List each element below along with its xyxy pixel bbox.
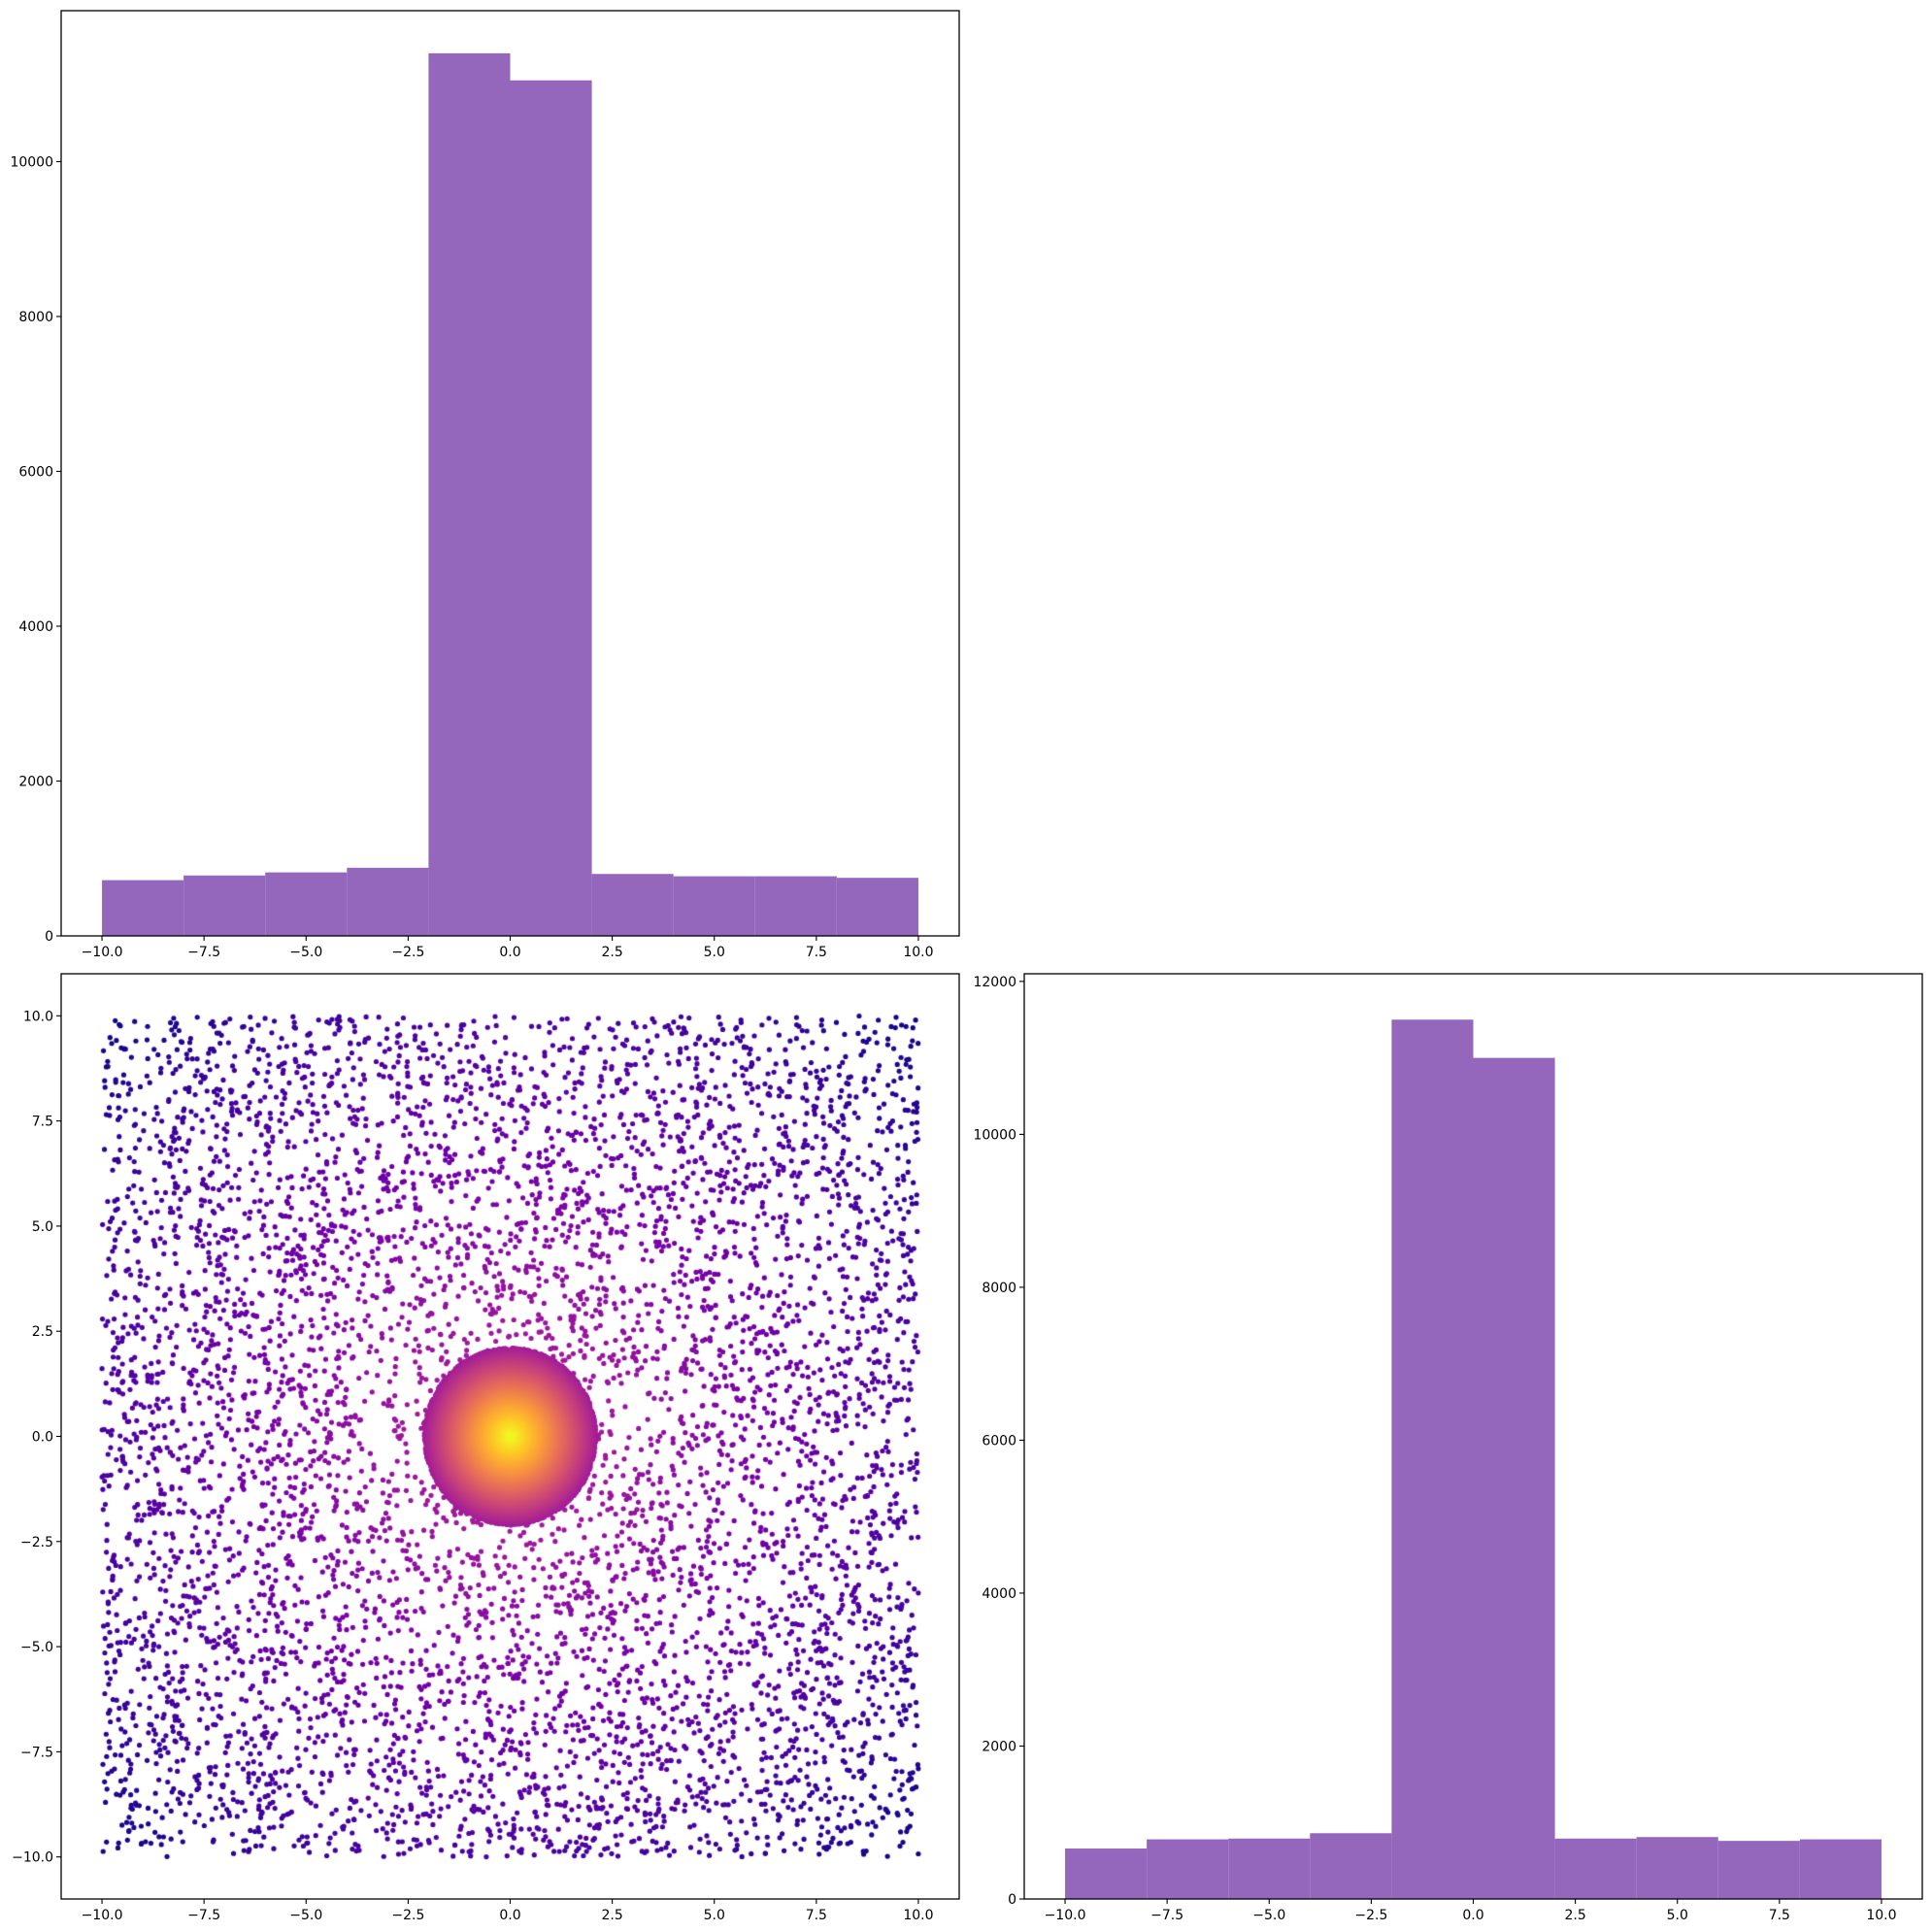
- scatter-frame: [60, 973, 960, 1900]
- x-tick-label: −5.0: [289, 1908, 322, 1923]
- histogram-bar: [102, 880, 184, 936]
- y-tick-label: −2.5: [20, 1535, 53, 1550]
- histogram-bar: [1473, 1057, 1555, 1899]
- histogram-bar: [1391, 1019, 1474, 1899]
- histogram-bar: [1799, 1839, 1882, 1899]
- histogram-right-frame: [1023, 973, 1923, 1900]
- scatter-points-image: [61, 974, 959, 1899]
- histogram-bar: [1147, 1839, 1229, 1899]
- y-tick-label: 7.5: [32, 1115, 53, 1130]
- x-tick-label: 5.0: [704, 1908, 725, 1923]
- y-tick-label: −10.0: [12, 1850, 53, 1866]
- x-tick-label: 7.5: [806, 945, 827, 960]
- histogram-bar: [183, 875, 266, 936]
- y-tick-label: 0: [1008, 1892, 1016, 1908]
- y-tick-label: 2000: [18, 775, 53, 790]
- y-tick-label: 0: [45, 929, 53, 945]
- histogram-bar: [1717, 1841, 1800, 1899]
- histogram-bar: [510, 80, 592, 937]
- histogram-top-y-axis: 0 2000 4000 6000 8000 10000: [10, 155, 61, 945]
- x-tick-label: 10.0: [903, 1908, 933, 1923]
- x-tick-label: −2.5: [1354, 1908, 1387, 1923]
- histogram-bar: [347, 867, 429, 936]
- histogram-bar: [591, 874, 674, 936]
- x-tick-label: 2.5: [601, 1908, 622, 1923]
- histogram-bar: [836, 878, 918, 936]
- histogram-top-frame: [60, 10, 960, 937]
- y-tick-label: −7.5: [20, 1745, 53, 1760]
- y-tick-label: 10000: [10, 155, 53, 171]
- y-tick-label: 10000: [973, 1127, 1016, 1143]
- x-tick-label: −7.5: [1150, 1908, 1183, 1923]
- x-tick-label: 0.0: [499, 1908, 520, 1923]
- y-tick-label: −5.0: [20, 1640, 53, 1655]
- y-tick-label: 8000: [982, 1281, 1016, 1296]
- x-tick-label: −2.5: [391, 1908, 424, 1923]
- y-tick-label: 8000: [18, 310, 53, 325]
- histogram-right-panel: −10.0 −7.5 −5.0 −2.5 0.0 2.5 5.0 7.5 10.0 0 2000 4…: [973, 973, 1923, 1923]
- histogram-top-x-axis: −10.0 −7.5 −5.0 −2.5 0.0 2.5 5.0 7.5 10.0: [82, 936, 934, 960]
- x-tick-label: −10.0: [82, 1908, 123, 1923]
- y-tick-label: 2000: [982, 1739, 1016, 1754]
- y-tick-label: 4000: [982, 1586, 1016, 1602]
- x-tick-label: 5.0: [1667, 1908, 1688, 1923]
- x-tick-label: 2.5: [1564, 1908, 1585, 1923]
- scatter-panel: −10.0 −7.5 −5.0 −2.5 0.0 2.5 5.0 7.5 10.0 10.0 7.…: [12, 973, 960, 1923]
- histogram-bar: [265, 872, 348, 936]
- histogram-right-x-axis: −10.0 −7.5 −5.0 −2.5 0.0 2.5 5.0 7.5 10.0: [1045, 1899, 1897, 1923]
- x-tick-label: −5.0: [289, 945, 322, 960]
- histogram-bar: [1554, 1838, 1637, 1899]
- histogram-bar: [428, 52, 511, 936]
- x-tick-label: 0.0: [1462, 1908, 1483, 1923]
- histogram-bar: [1636, 1837, 1718, 1899]
- x-tick-label: 7.5: [1769, 1908, 1790, 1923]
- y-tick-label: 2.5: [32, 1324, 53, 1340]
- histogram-bar: [1065, 1849, 1148, 1899]
- x-tick-label: −7.5: [187, 945, 220, 960]
- x-tick-label: 10.0: [1866, 1908, 1896, 1923]
- histogram-top-bars: [102, 52, 918, 937]
- x-tick-label: −10.0: [1045, 1908, 1086, 1923]
- x-tick-label: −2.5: [391, 945, 424, 960]
- x-tick-label: 0.0: [499, 945, 520, 960]
- y-tick-label: 10.0: [23, 1009, 53, 1024]
- x-tick-label: −10.0: [82, 945, 123, 960]
- x-tick-label: 7.5: [806, 1908, 827, 1923]
- y-tick-label: 12000: [973, 975, 1016, 990]
- histogram-bar: [1228, 1838, 1311, 1899]
- x-tick-label: −5.0: [1252, 1908, 1285, 1923]
- histogram-bar: [1310, 1833, 1392, 1899]
- y-tick-label: 0.0: [32, 1430, 53, 1446]
- y-tick-label: 6000: [18, 465, 53, 481]
- x-tick-label: −7.5: [187, 1908, 220, 1923]
- x-tick-label: 10.0: [903, 945, 933, 960]
- histogram-right-y-axis: 0 2000 4000 6000 8000 10000 12000: [973, 975, 1024, 1908]
- scatter-x-axis: −10.0 −7.5 −5.0 −2.5 0.0 2.5 5.0 7.5 10.0: [82, 1899, 934, 1923]
- x-tick-label: 2.5: [601, 945, 622, 960]
- y-tick-label: 6000: [982, 1433, 1016, 1449]
- scatter-y-axis: 10.0 7.5 5.0 2.5 0.0 −2.5 −5.0 −7.5 −10.0: [12, 1009, 61, 1866]
- histogram-bar: [754, 876, 837, 936]
- y-tick-label: 4000: [18, 619, 53, 635]
- x-tick-label: 5.0: [704, 945, 725, 960]
- y-tick-label: 5.0: [32, 1219, 53, 1235]
- histogram-right-bars: [1065, 1019, 1882, 1899]
- histogram-bar: [673, 876, 755, 936]
- histogram-top-panel: −10.0 −7.5 −5.0 −2.5 0.0 2.5 5.0 7.5 10.0 0 2000 4…: [10, 10, 960, 960]
